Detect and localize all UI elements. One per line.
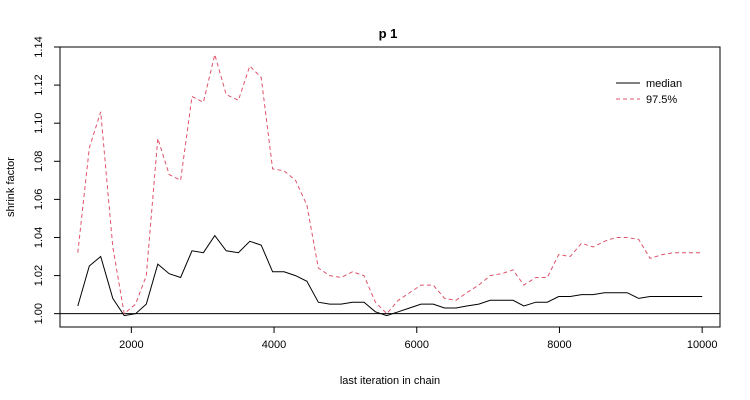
y-tick-label: 1.14: [33, 36, 45, 57]
plot-frame: [59, 46, 721, 328]
legend: median 97.5%: [616, 78, 682, 106]
y-tick-label: 1.00: [33, 303, 45, 324]
x-tick-label: 4000: [262, 339, 286, 351]
legend-label-median: median: [646, 78, 682, 90]
series-layer: [77, 52, 703, 317]
y-tick-label: 1.06: [33, 189, 45, 210]
y-tick-label: 1.10: [33, 112, 45, 133]
x-axis-label: last iteration in chain: [340, 375, 440, 387]
x-tick-label: 6000: [405, 339, 429, 351]
y-tick-label: 1.02: [33, 265, 45, 286]
y-axis-label: shrink factor: [5, 157, 17, 217]
y-axis: 1.00 1.02 1.04 1.06 1.08 1.10 1.12 1.14: [33, 36, 61, 324]
y-tick-label: 1.12: [33, 74, 45, 95]
chart-title: p 1: [379, 26, 398, 41]
series-97-5-line: [77, 52, 703, 315]
y-tick-label: 1.04: [33, 227, 45, 248]
y-tick-label: 1.08: [33, 151, 45, 172]
x-tick-label: 2000: [119, 339, 143, 351]
x-tick-label: 8000: [547, 339, 571, 351]
x-axis: 2000 4000 6000 8000 10000: [119, 326, 718, 351]
legend-label-97-5: 97.5%: [646, 94, 677, 106]
x-tick-label: 10000: [687, 339, 718, 351]
series-median-line: [77, 234, 703, 317]
